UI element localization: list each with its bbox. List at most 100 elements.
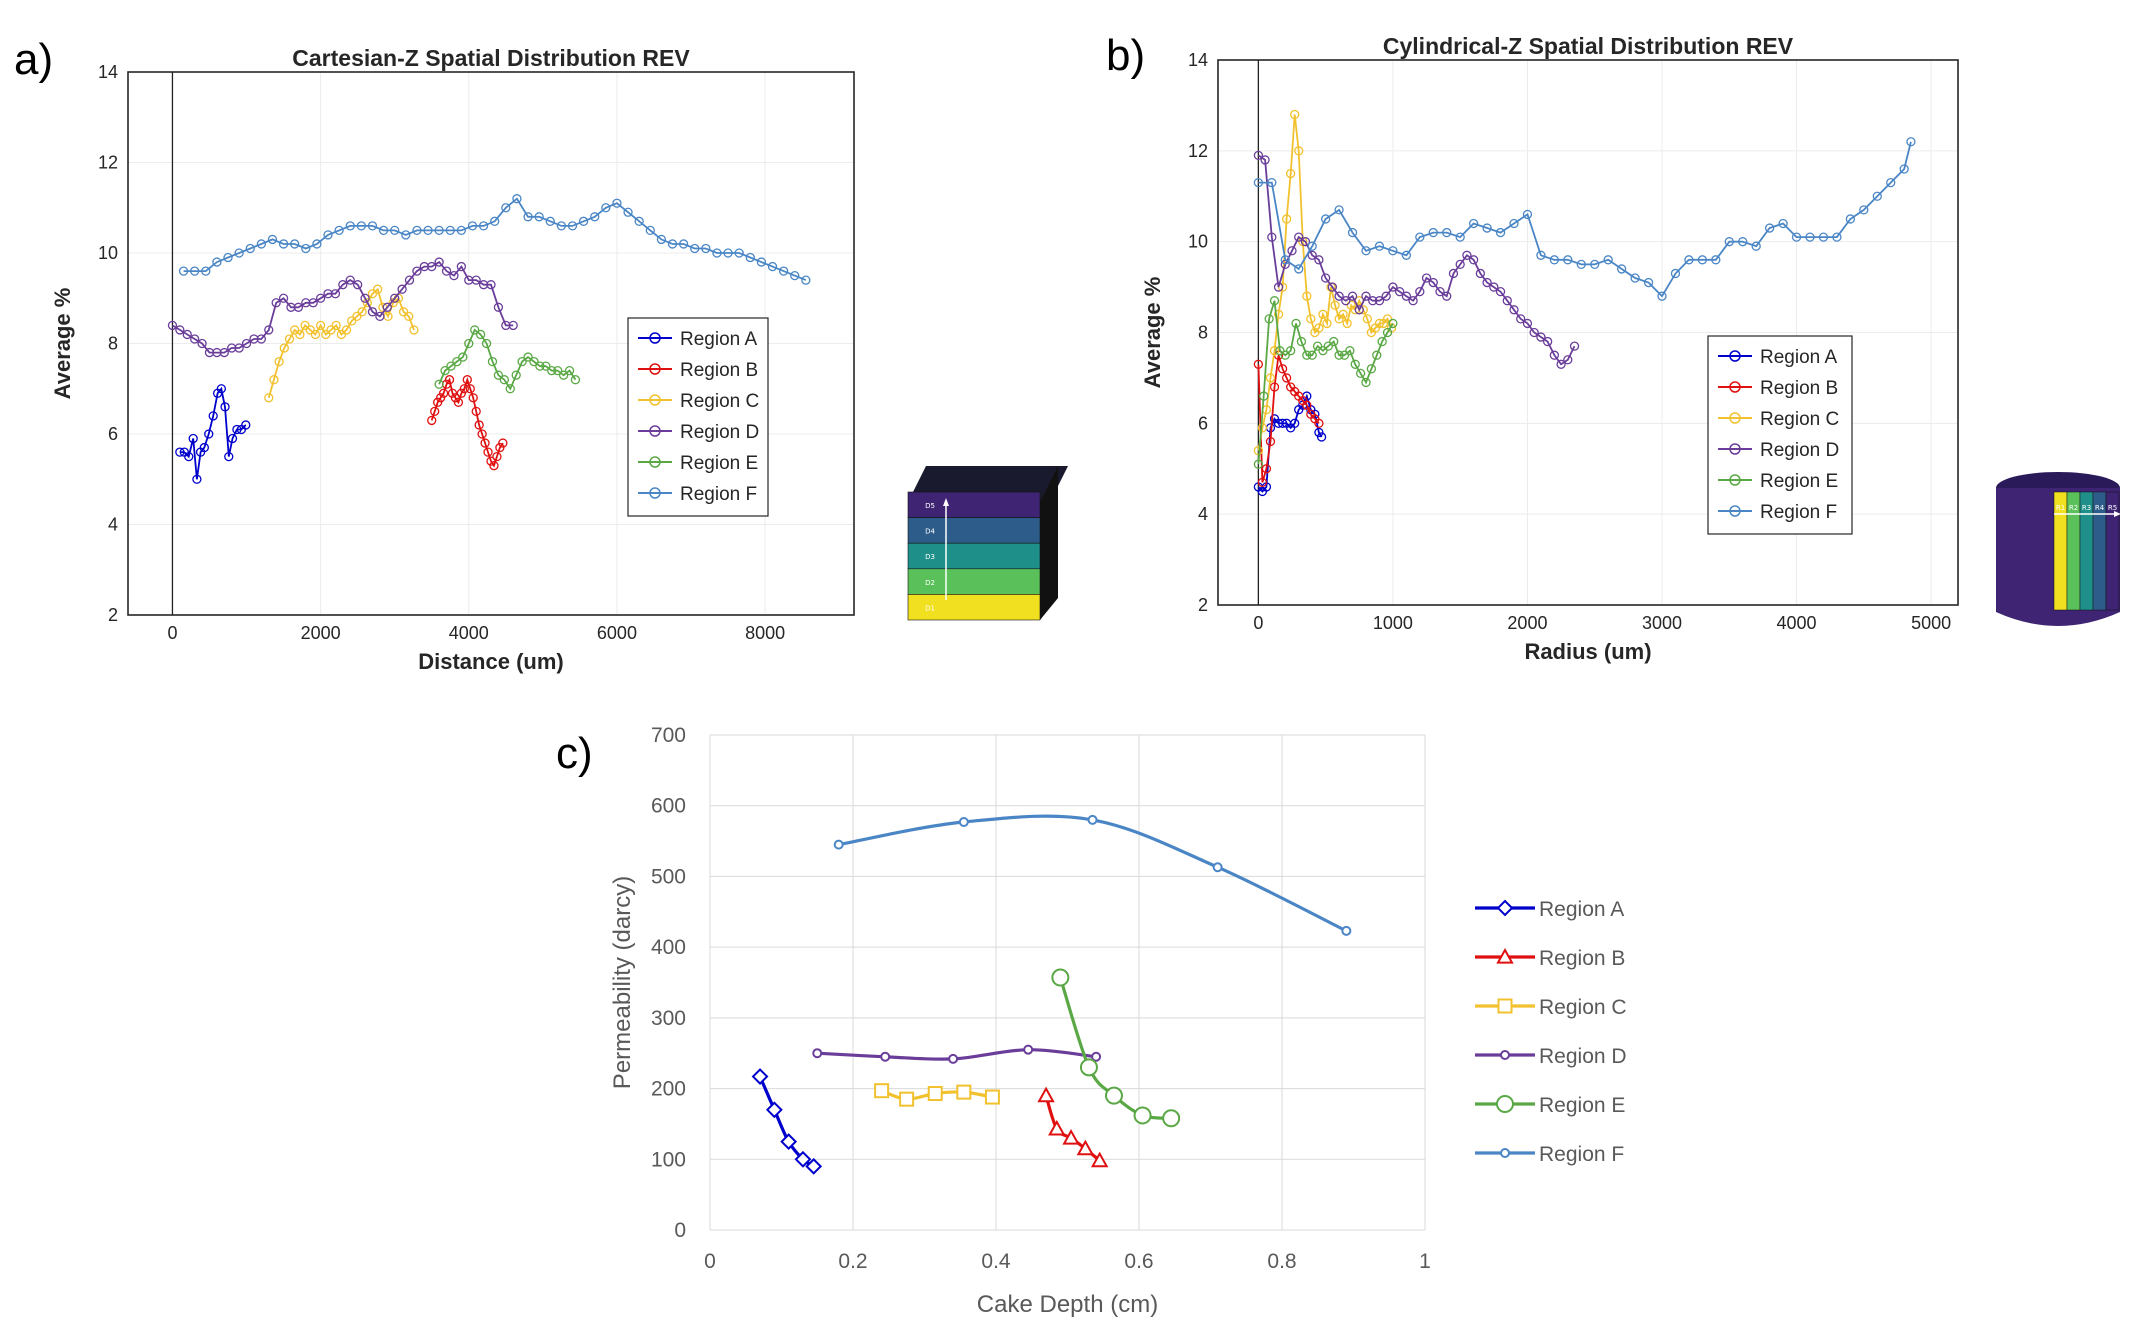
x-tick-label: 0 — [167, 623, 177, 643]
data-point — [434, 257, 444, 267]
series-region-e — [1051, 968, 1181, 1128]
data-point — [1062, 1129, 1080, 1145]
data-point — [434, 379, 444, 389]
data-point — [440, 365, 450, 376]
series-line — [430, 376, 504, 468]
data-point — [1345, 346, 1355, 356]
panel-letter-a: a) — [14, 35, 53, 84]
y-tick-label: 200 — [651, 1078, 686, 1101]
data-point — [1468, 218, 1479, 229]
data-point — [234, 343, 244, 353]
data-point — [487, 356, 498, 367]
data-point — [290, 239, 300, 249]
data-point — [382, 302, 392, 312]
data-point — [1428, 227, 1438, 238]
data-point — [1294, 146, 1304, 156]
data-point — [490, 216, 500, 226]
data-point — [464, 338, 474, 349]
data-point — [201, 266, 211, 276]
axes-frame — [127, 71, 855, 616]
legend-marker — [649, 425, 661, 437]
data-point — [445, 225, 455, 236]
series-line — [1257, 114, 1393, 451]
data-point — [1334, 205, 1344, 215]
data-point — [778, 266, 789, 276]
data-point — [1341, 925, 1352, 936]
data-point — [1257, 477, 1268, 488]
cylinder-ring-label: R3 — [2082, 504, 2091, 512]
data-point — [330, 289, 341, 299]
legend-label: Region A — [1539, 898, 1624, 921]
data-point — [427, 415, 437, 426]
series-line — [179, 386, 247, 480]
data-point — [678, 239, 689, 249]
x-tick-label: 1 — [1419, 1250, 1431, 1273]
data-point — [899, 1091, 915, 1107]
data-point — [315, 320, 326, 331]
data-point — [956, 1084, 972, 1100]
data-point — [1361, 291, 1371, 301]
cylinder-ring-label: R1 — [2056, 504, 2065, 512]
cylinder-ring-label: R2 — [2069, 504, 2078, 512]
data-point — [1500, 1148, 1510, 1158]
data-point — [1366, 364, 1377, 374]
data-point — [321, 329, 331, 340]
cube-layer-d3 — [907, 542, 1041, 570]
data-point — [1286, 346, 1296, 356]
data-point — [1253, 359, 1264, 369]
legend: Region A Region B Region C Region D Region E… — [1707, 335, 1853, 535]
data-point — [290, 325, 300, 335]
data-point — [367, 289, 378, 299]
data-point — [345, 221, 355, 231]
data-point — [1318, 309, 1328, 319]
data-point — [780, 1133, 798, 1151]
data-point — [1435, 286, 1445, 297]
data-point — [553, 365, 563, 376]
layered-cube-illustration: D5 D4 D3 D2 D1 — [907, 466, 1068, 621]
data-point — [401, 230, 411, 240]
data-point — [456, 261, 467, 272]
data-point — [1264, 314, 1274, 324]
legend-label: Region E — [1760, 471, 1838, 492]
data-point — [256, 239, 266, 249]
data-point — [1281, 373, 1292, 383]
data-point — [1496, 947, 1514, 964]
data-point — [570, 375, 581, 385]
data-point — [511, 370, 521, 380]
data-point — [1906, 137, 1916, 147]
data-point — [1339, 350, 1350, 360]
data-point — [279, 343, 289, 353]
data-point — [1133, 1106, 1152, 1125]
data-point — [300, 320, 310, 331]
legend-marker — [649, 332, 661, 344]
cube-arrow-head — [943, 498, 949, 506]
data-point — [556, 221, 567, 231]
legend-marker — [649, 394, 661, 406]
data-point — [1496, 1095, 1514, 1113]
data-point — [347, 316, 357, 326]
data-point — [1023, 1044, 1034, 1055]
data-point — [874, 1083, 890, 1099]
legend-item-region-e: Region E — [638, 453, 758, 474]
legend-item-region-f: Region F — [1475, 1143, 1624, 1166]
x-tick-label: 1000 — [1373, 613, 1413, 633]
data-point — [1495, 286, 1506, 297]
legend-marker — [1729, 505, 1741, 517]
data-point — [462, 375, 472, 385]
data-point — [264, 325, 274, 335]
data-point — [1442, 227, 1452, 238]
data-point — [398, 307, 409, 317]
axes-frame — [1217, 59, 1959, 606]
data-point — [293, 302, 304, 312]
data-point — [444, 375, 455, 385]
data-point — [175, 447, 185, 457]
data-point — [1415, 232, 1425, 242]
data-point — [534, 212, 544, 222]
data-point — [1791, 232, 1802, 242]
y-axis-label: Average % — [1140, 277, 1165, 389]
data-point — [182, 329, 192, 340]
x-tick-label: 0 — [704, 1250, 716, 1273]
data-point — [1338, 309, 1348, 319]
data-point — [1104, 1086, 1123, 1105]
data-point — [701, 243, 711, 254]
